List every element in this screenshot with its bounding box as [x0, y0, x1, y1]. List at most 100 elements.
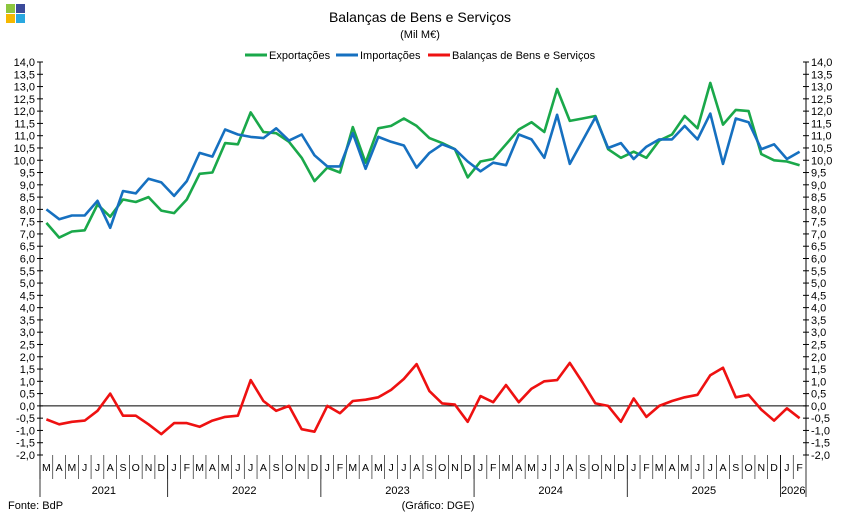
y-tick-label: 4,0	[20, 303, 35, 315]
month-label: J	[542, 462, 547, 474]
month-label: M	[527, 462, 536, 474]
y-tick-label: 13,0	[811, 82, 832, 94]
y-tick-label: 13,5	[811, 69, 832, 81]
y-tick-label: 7,0	[20, 229, 35, 241]
month-label: J	[401, 462, 406, 474]
series-line-exporta-es	[45, 81, 800, 239]
y-tick-label: 12,0	[811, 106, 832, 118]
y-tick-label: -0,5	[16, 413, 35, 425]
legend: Exportações Importações Balanças de Bens e…	[245, 50, 596, 62]
month-label: O	[591, 462, 599, 474]
month-label: A	[260, 462, 267, 474]
month-label: J	[235, 462, 240, 474]
month-label: J	[708, 462, 713, 474]
legend-label: Importações	[360, 50, 421, 62]
y-tick-label: -1,5	[811, 438, 830, 450]
month-label: N	[298, 462, 306, 474]
source-label: Fonte: BdP	[8, 500, 63, 512]
month-label: J	[82, 462, 87, 474]
month-label: A	[107, 462, 114, 474]
legend-label: Balanças de Bens e Serviços	[452, 50, 596, 62]
month-label: A	[413, 462, 420, 474]
month-label: J	[388, 462, 393, 474]
series-line-importa-es	[45, 112, 801, 230]
y-tick-label: -2,0	[16, 450, 35, 462]
month-label: A	[668, 462, 675, 474]
month-label: J	[248, 462, 253, 474]
month-label: M	[68, 462, 77, 474]
y-tick-label: 9,0	[811, 180, 826, 192]
y-tick-label: -2,0	[811, 450, 830, 462]
month-label: M	[502, 462, 511, 474]
y-tick-label: 1,5	[811, 364, 826, 376]
month-label: A	[566, 462, 573, 474]
y-tick-label: 8,0	[811, 204, 826, 216]
y-tick-label: 6,5	[20, 241, 35, 253]
month-label: O	[744, 462, 752, 474]
y-tick-label: 7,5	[20, 217, 35, 229]
y-tick-label: 0,0	[811, 401, 826, 413]
credit-label: (Gráfico: DGE)	[402, 500, 475, 512]
month-label: A	[209, 462, 216, 474]
month-label: A	[720, 462, 727, 474]
month-label: D	[617, 462, 625, 474]
y-tick-label: 11,5	[14, 118, 35, 130]
y-tick-label: 5,5	[811, 266, 826, 278]
month-label: D	[311, 462, 319, 474]
year-label: 2023	[385, 485, 409, 497]
month-label: D	[157, 462, 165, 474]
month-label: S	[426, 462, 433, 474]
y-tick-label: 6,5	[811, 241, 826, 253]
month-label: D	[770, 462, 778, 474]
y-tick-label: 12,0	[14, 106, 35, 118]
y-tick-label: 13,5	[14, 69, 35, 81]
y-tick-label: 2,5	[811, 339, 826, 351]
month-label: J	[695, 462, 700, 474]
month-label: S	[273, 462, 280, 474]
y-tick-label: 14,0	[811, 57, 832, 69]
y-tick-label: 8,5	[811, 192, 826, 204]
y-tick-label: -1,0	[811, 425, 830, 437]
month-label: O	[438, 462, 446, 474]
y-tick-label: 12,5	[14, 94, 35, 106]
year-label: 2025	[692, 485, 716, 497]
y-tick-label: 1,5	[20, 364, 35, 376]
y-tick-label: 4,0	[811, 303, 826, 315]
y-tick-label: 7,5	[811, 217, 826, 229]
month-label: N	[451, 462, 459, 474]
month-label: M	[348, 462, 357, 474]
month-label: O	[285, 462, 293, 474]
y-tick-label: 14,0	[14, 57, 35, 69]
y-tick-label: 0,5	[811, 389, 826, 401]
month-label: F	[490, 462, 496, 474]
month-label: O	[132, 462, 140, 474]
y-tick-label: 7,0	[811, 229, 826, 241]
y-tick-label: 5,0	[811, 278, 826, 290]
legend-label: Exportações	[269, 50, 331, 62]
month-label: A	[515, 462, 522, 474]
y-tick-label: 6,0	[811, 254, 826, 266]
y-tick-label: 10,0	[14, 155, 35, 167]
y-tick-label: 13,0	[14, 82, 35, 94]
y-tick-label: 6,0	[20, 254, 35, 266]
year-label: 2026	[781, 485, 805, 497]
month-label: J	[554, 462, 559, 474]
month-label: N	[604, 462, 612, 474]
month-label: M	[221, 462, 230, 474]
month-label: S	[579, 462, 586, 474]
year-label: 2022	[232, 485, 256, 497]
y-tick-label: 0,0	[20, 401, 35, 413]
y-tick-label: -1,5	[16, 438, 35, 450]
month-label: A	[362, 462, 369, 474]
month-label: M	[655, 462, 664, 474]
y-tick-label: 3,5	[811, 315, 826, 327]
y-tick-label: 2,0	[20, 352, 35, 364]
month-label: J	[631, 462, 636, 474]
y-tick-label: 11,5	[811, 118, 832, 130]
y-tick-label: 9,0	[20, 180, 35, 192]
y-tick-label: 1,0	[20, 376, 35, 388]
month-label: F	[796, 462, 802, 474]
y-tick-label: 5,5	[20, 266, 35, 278]
month-label: J	[171, 462, 176, 474]
